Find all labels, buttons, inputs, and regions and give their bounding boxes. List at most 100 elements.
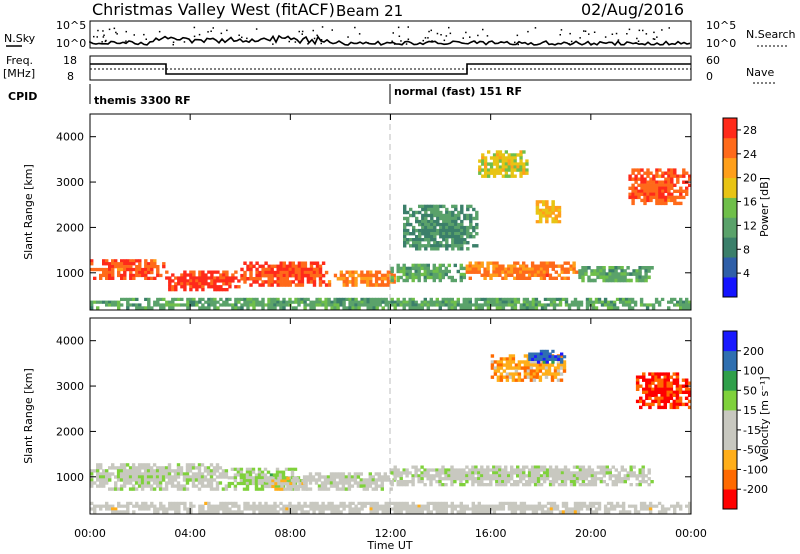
noise-search-point [570,40,573,43]
noise-search-point [668,27,670,29]
noise-search-point [428,30,430,33]
colorbar-band [723,157,737,178]
echo-region [90,259,166,280]
noise-search-point [320,42,322,45]
echo-region [403,204,479,251]
noise-search-point [298,30,300,33]
noise-search-point [391,40,393,42]
colorbar-tick-label: 8 [743,243,750,256]
noise-search-point [517,43,519,46]
echo-region [478,150,529,178]
echo-region [90,297,692,310]
noise-search-point [108,28,111,31]
noise-search-point [656,36,658,38]
x-tick-label: 12:00 [375,527,407,540]
noise-search-point [615,32,618,35]
y-tick-label: 1000 [56,471,84,484]
noise-search-point [316,34,318,37]
noise-search-point [246,37,248,40]
colorbar-band [723,118,737,139]
noise-left-tick-bottom: 10^0 [56,37,86,50]
noise-left-label: N.Sky [4,32,36,45]
noise-search-point [405,43,408,45]
noise-search-point [249,40,251,43]
noise-search-point [183,41,186,43]
noise-search-point [579,37,581,39]
noise-search-point [584,30,587,32]
beam-label: Beam 21 [336,2,403,20]
noise-search-point [354,26,356,29]
x-tick-label: 00:00 [74,527,106,540]
cpid-segment-1: themis 3300 RF [94,94,191,107]
colorbar-tick-label: 16 [743,196,757,209]
noise-search-point [102,36,105,38]
velocity-ylabel: Slant Range [km] [22,368,35,464]
noise-search-point [397,26,400,29]
nave-label: Nave [746,66,774,79]
noise-search-point [445,35,448,37]
colorbar-band [723,410,737,431]
noise-sky-line [89,34,691,47]
colorbar-tick-label: -50 [743,444,761,457]
x-tick-label: 16:00 [475,527,507,540]
colorbar-band [723,469,737,490]
freq-tick-bottom: 8 [67,70,74,83]
noise-search-point [124,41,126,44]
noise-search-point [638,29,641,32]
noise-search-point [347,36,349,38]
noise-search-point [449,32,452,35]
power-y-ticks: 1000 2000 3000 4000 [56,131,691,280]
noise-search-point [611,33,614,35]
noise-search-point [569,32,571,35]
noise-search-point [251,38,253,41]
y-tick-label: 2000 [56,425,84,438]
colorbar-tick-label: -100 [743,463,768,476]
velocity-colorbar-label: Velocity [m s⁻¹] [758,376,771,461]
y-tick-label: 2000 [56,221,84,234]
colorbar-tick-label: 15 [743,404,757,417]
y-tick-label: 4000 [56,335,84,348]
noise-search-point [238,34,240,36]
noise-search-point [193,35,196,38]
noise-search-point [207,31,209,33]
noise-search-point [568,43,570,45]
noise-search-point [559,34,561,36]
noise-search-point [604,36,607,38]
noise-search-point [288,40,290,43]
noise-search-point [312,29,314,32]
echo-region [390,263,466,283]
y-tick-label: 3000 [56,380,84,393]
noise-panel: N.Sky 10^5 10^0 10^5 10^0 N.Search [4,19,796,50]
noise-search-point [313,37,316,40]
colorbar-tick-label: 28 [743,124,757,137]
noise-search-point [294,41,297,43]
velocity-echo-regions [90,349,692,514]
colorbar-tick-label: 4 [743,267,750,280]
cpid-segment-2: normal (fast) 151 RF [394,85,522,98]
noise-search-point [593,31,596,33]
echo-region [165,270,241,292]
noise-search-point [301,30,304,33]
colorbar-tick-label: 20 [743,172,757,185]
echo-region [628,168,692,206]
echo-region [90,501,692,514]
colorbar-band [723,257,737,278]
noise-search-point [125,30,127,33]
cpid-label: CPID [8,90,37,103]
noise-left-tick-top: 10^5 [56,19,86,32]
noise-search-point [440,34,442,36]
noise-search-point [210,30,212,32]
colorbar-band [723,350,737,371]
colorbar-tick-label: 200 [743,345,764,358]
echo-region [578,266,654,283]
noise-search-point [398,35,401,37]
noise-search-point [198,33,201,36]
noise-search-point [102,30,104,32]
noise-search-point [583,30,585,32]
noise-search-point [482,28,484,31]
noise-search-point [465,31,467,34]
noise-search-point [393,43,396,45]
noise-search-point [443,39,446,42]
noise-search-point [97,29,99,32]
